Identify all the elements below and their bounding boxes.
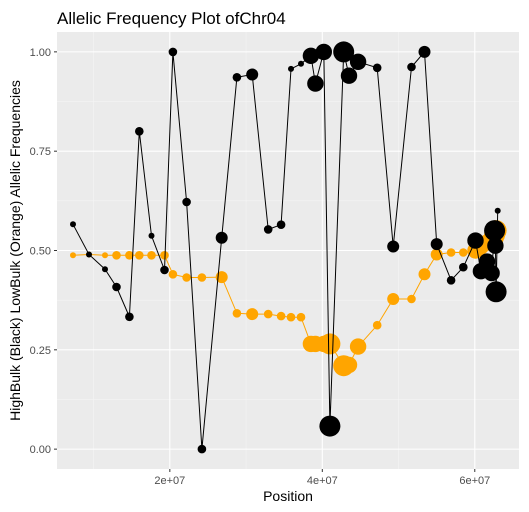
data-point [319, 415, 341, 437]
chart-title: Allelic Frequency Plot ofChr04 [57, 9, 286, 28]
data-point [102, 252, 108, 259]
data-point [70, 252, 76, 259]
y-tick-label: 0.25 [30, 345, 51, 357]
data-point [418, 45, 431, 58]
series-layer [70, 41, 507, 454]
data-point [430, 238, 443, 251]
data-point [387, 293, 400, 305]
data-point [340, 356, 358, 374]
data-point [446, 276, 456, 285]
data-point [147, 251, 156, 260]
data-point [125, 251, 134, 260]
data-point [276, 311, 286, 321]
data-point [487, 237, 504, 254]
y-axis-title: HighBulk (Black) LowBulk (Orange) Alleli… [7, 80, 23, 421]
data-point [288, 65, 294, 72]
data-point [407, 294, 416, 304]
data-point [168, 270, 178, 279]
data-point [319, 333, 341, 355]
data-point [407, 62, 416, 72]
data-point [246, 308, 259, 321]
data-point [215, 231, 228, 244]
data-point [467, 232, 484, 249]
data-point [276, 220, 286, 229]
data-point [86, 251, 92, 258]
data-point [494, 207, 501, 214]
data-point [372, 63, 382, 73]
highbulk-series [70, 41, 507, 454]
y-tick-label: 1.00 [30, 47, 51, 59]
data-point [232, 73, 242, 82]
data-point [197, 444, 207, 454]
x-tick-label: 2e+07 [154, 475, 185, 487]
y-tick-label: 0.00 [30, 444, 51, 456]
data-point [148, 232, 155, 239]
data-point [446, 248, 456, 257]
data-point [349, 53, 367, 70]
data-point [349, 338, 367, 355]
data-point [307, 75, 324, 92]
data-point [135, 251, 144, 260]
data-point [286, 312, 296, 322]
data-point [315, 43, 332, 61]
y-tick-label: 0.75 [30, 146, 51, 158]
data-point [484, 220, 506, 242]
data-point [333, 41, 355, 63]
data-point [70, 221, 76, 228]
data-point [182, 273, 191, 282]
data-point [418, 268, 431, 281]
x-tick-label: 4e+07 [307, 475, 338, 487]
data-point [459, 262, 468, 272]
data-point [387, 240, 400, 253]
data-point [246, 68, 259, 81]
data-point [182, 197, 191, 207]
data-point [160, 265, 169, 275]
data-point [459, 248, 468, 257]
data-point [298, 60, 304, 67]
data-point [340, 67, 358, 84]
data-point [197, 273, 207, 282]
x-tick-label: 6e+07 [459, 475, 490, 487]
data-point [160, 251, 169, 260]
data-point [102, 266, 108, 273]
data-point [372, 320, 382, 330]
data-point [485, 281, 507, 303]
data-point [483, 264, 500, 282]
data-point [168, 47, 178, 57]
data-point [112, 251, 121, 260]
data-point [135, 127, 144, 136]
data-point [232, 309, 242, 318]
data-point [125, 312, 134, 322]
data-point [112, 282, 121, 292]
y-axis: 0.00 0.25 0.50 0.75 1.00 [30, 47, 57, 456]
data-point [263, 309, 273, 319]
data-point [302, 47, 320, 64]
y-tick-label: 0.50 [30, 246, 51, 258]
x-axis-title: Position [263, 488, 313, 504]
x-axis: 2e+07 4e+07 6e+07 [154, 469, 490, 487]
data-point [296, 312, 306, 322]
series-line [72, 50, 499, 450]
data-point [263, 225, 273, 234]
